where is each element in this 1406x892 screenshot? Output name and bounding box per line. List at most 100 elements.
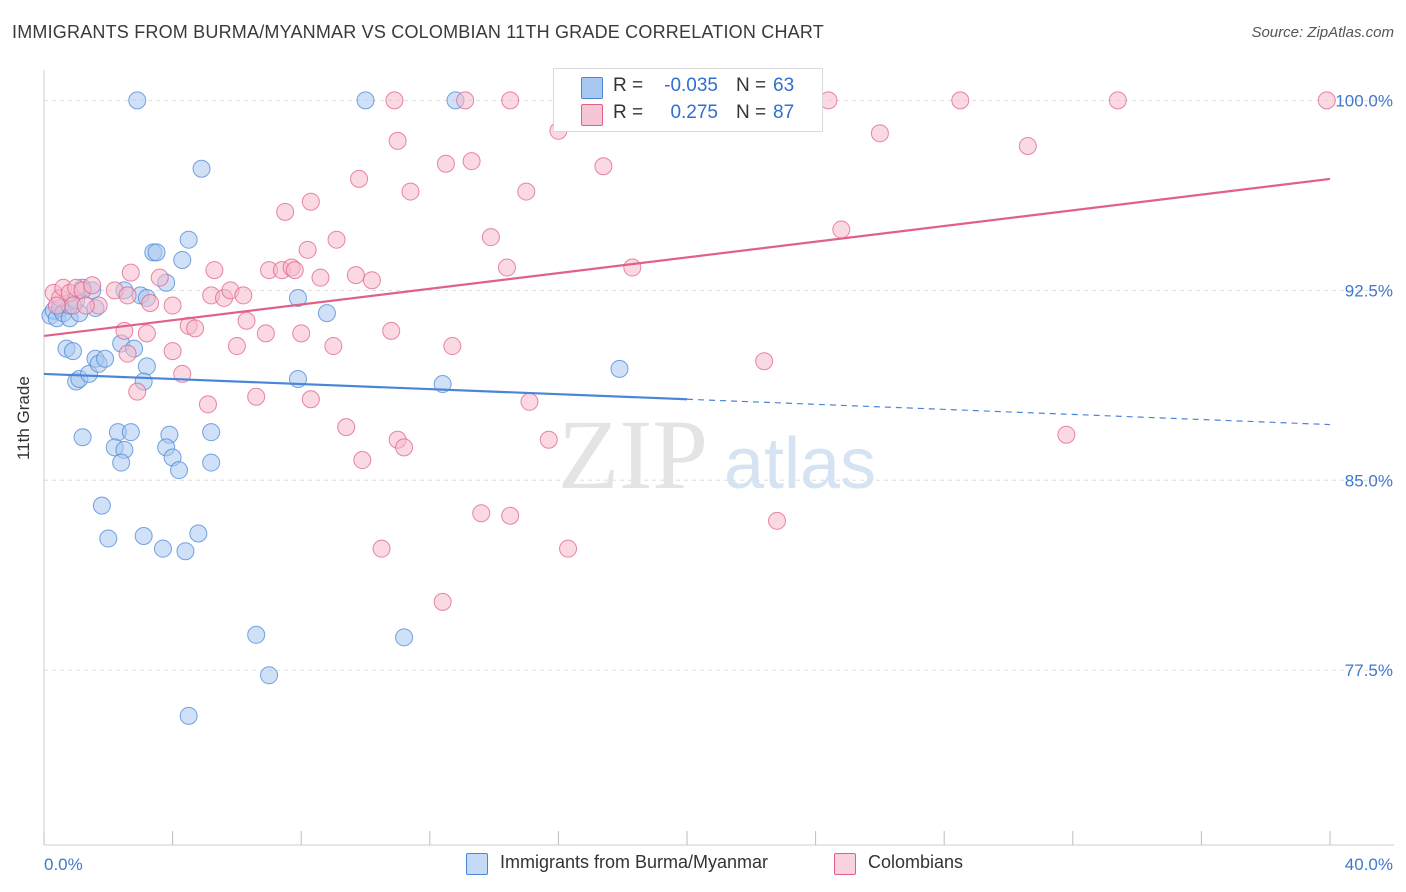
burma-point	[128, 91, 147, 110]
burma-point	[288, 288, 307, 307]
colombian-point	[163, 342, 182, 361]
colombian-point	[1018, 136, 1037, 155]
legend-row-burma: R = -0.035 N = 63	[554, 73, 822, 101]
burma-point	[202, 423, 221, 442]
burma-point	[99, 529, 118, 548]
colombian-point	[382, 321, 401, 340]
burma-point	[73, 428, 92, 447]
colombian-point	[47, 296, 66, 315]
burma-point	[173, 250, 192, 269]
legend-r-value: -0.035	[664, 75, 718, 96]
colombian-point	[362, 271, 381, 290]
burma-point	[202, 453, 221, 472]
colombian-point	[768, 511, 787, 530]
source-credit: Source: ZipAtlas.com	[1251, 24, 1394, 41]
colombian-point	[372, 539, 391, 558]
y-tick-label: 92.5%	[1345, 281, 1393, 300]
colombian-point	[623, 258, 642, 277]
burma-point	[189, 524, 208, 543]
burma-point	[137, 357, 156, 376]
colombian-point	[76, 296, 95, 315]
colombian-point	[137, 324, 156, 343]
burma-point	[153, 539, 172, 558]
colombian-point	[1317, 91, 1336, 110]
colombian-point	[301, 390, 320, 409]
burma-point	[260, 666, 279, 685]
colombian-point	[951, 91, 970, 110]
colombian-point	[186, 319, 205, 338]
legend-r-label: R =	[613, 75, 644, 96]
burma-point	[134, 527, 153, 546]
colombian-trend-line	[43, 177, 1331, 338]
burma-point	[176, 542, 195, 561]
burma-point	[317, 304, 336, 323]
colombian-point	[501, 506, 520, 525]
colombian-point	[247, 387, 266, 406]
watermark-zip: ZIP	[558, 399, 708, 510]
colombian-point	[481, 228, 500, 247]
colombian-point	[118, 344, 137, 363]
trend-lines	[43, 177, 1331, 426]
legend-r-value: 0.275	[670, 102, 718, 123]
x-tick-label: 0.0%	[44, 855, 83, 874]
colombian-point	[83, 276, 102, 295]
colombian-point	[559, 539, 578, 558]
colombian-point	[150, 268, 169, 287]
burma-point	[610, 359, 629, 378]
axes	[43, 70, 1394, 846]
legend-n-label: N =	[736, 102, 767, 123]
legend-swatch-colombians	[581, 104, 603, 126]
colombian-point	[401, 182, 420, 201]
colombian-point	[227, 337, 246, 356]
y-tick-label: 85.0%	[1345, 471, 1393, 490]
burma-point	[356, 91, 375, 110]
burma-point	[170, 461, 189, 480]
legend-n-value: 87	[773, 102, 795, 123]
burma-point	[179, 230, 198, 249]
colombian-point	[141, 294, 160, 313]
colombian-point	[298, 240, 317, 259]
burma-point	[433, 375, 452, 394]
colombian-point	[237, 311, 256, 330]
colombian-point	[436, 154, 455, 173]
legend-n-label: N =	[736, 75, 767, 96]
y-tick-label: 100.0%	[1335, 91, 1393, 110]
colombian-point	[301, 192, 320, 211]
series-legend-colombians-label: Colombians	[868, 852, 964, 872]
burma-point	[192, 159, 211, 178]
stats-legend: R = -0.035 N = 63 R = 0.275 N = 87	[553, 68, 823, 132]
colombian-point	[539, 430, 558, 449]
colombian-point	[388, 131, 407, 150]
colombian-point	[276, 202, 295, 221]
y-tick-label: 77.5%	[1345, 661, 1393, 680]
x-tick-label: 40.0%	[1345, 855, 1393, 874]
colombian-point	[433, 592, 452, 611]
watermark: ZIP atlas	[558, 399, 876, 510]
colombian-point	[497, 258, 516, 277]
colombian-point	[1057, 425, 1076, 444]
legend-n-value: 63	[773, 75, 795, 96]
grid-lines	[44, 99, 1394, 671]
colombian-point	[256, 324, 275, 343]
colombian-point	[755, 352, 774, 371]
colombian-point	[456, 91, 475, 110]
colombian-point	[292, 324, 311, 343]
colombian-point	[472, 504, 491, 523]
colombian-point	[385, 91, 404, 110]
burma-trend-line-extension	[686, 398, 1331, 426]
chart-title: IMMIGRANTS FROM BURMA/MYANMAR VS COLOMBI…	[12, 22, 824, 42]
burma-point	[96, 349, 115, 368]
colombian-point	[327, 230, 346, 249]
burma-point	[395, 628, 414, 647]
y-axis-label: 11th Grade	[14, 376, 33, 460]
burma-point	[247, 625, 266, 644]
colombian-point	[462, 152, 481, 171]
legend-swatch-burma	[581, 77, 603, 99]
series-legend-burma-label: Immigrants from Burma/Myanmar	[500, 852, 769, 872]
colombian-point	[337, 418, 356, 437]
burma-point	[147, 243, 166, 262]
burma-point	[179, 706, 198, 725]
colombian-point	[205, 261, 224, 280]
colombian-point	[501, 91, 520, 110]
colombian-point	[520, 392, 539, 411]
